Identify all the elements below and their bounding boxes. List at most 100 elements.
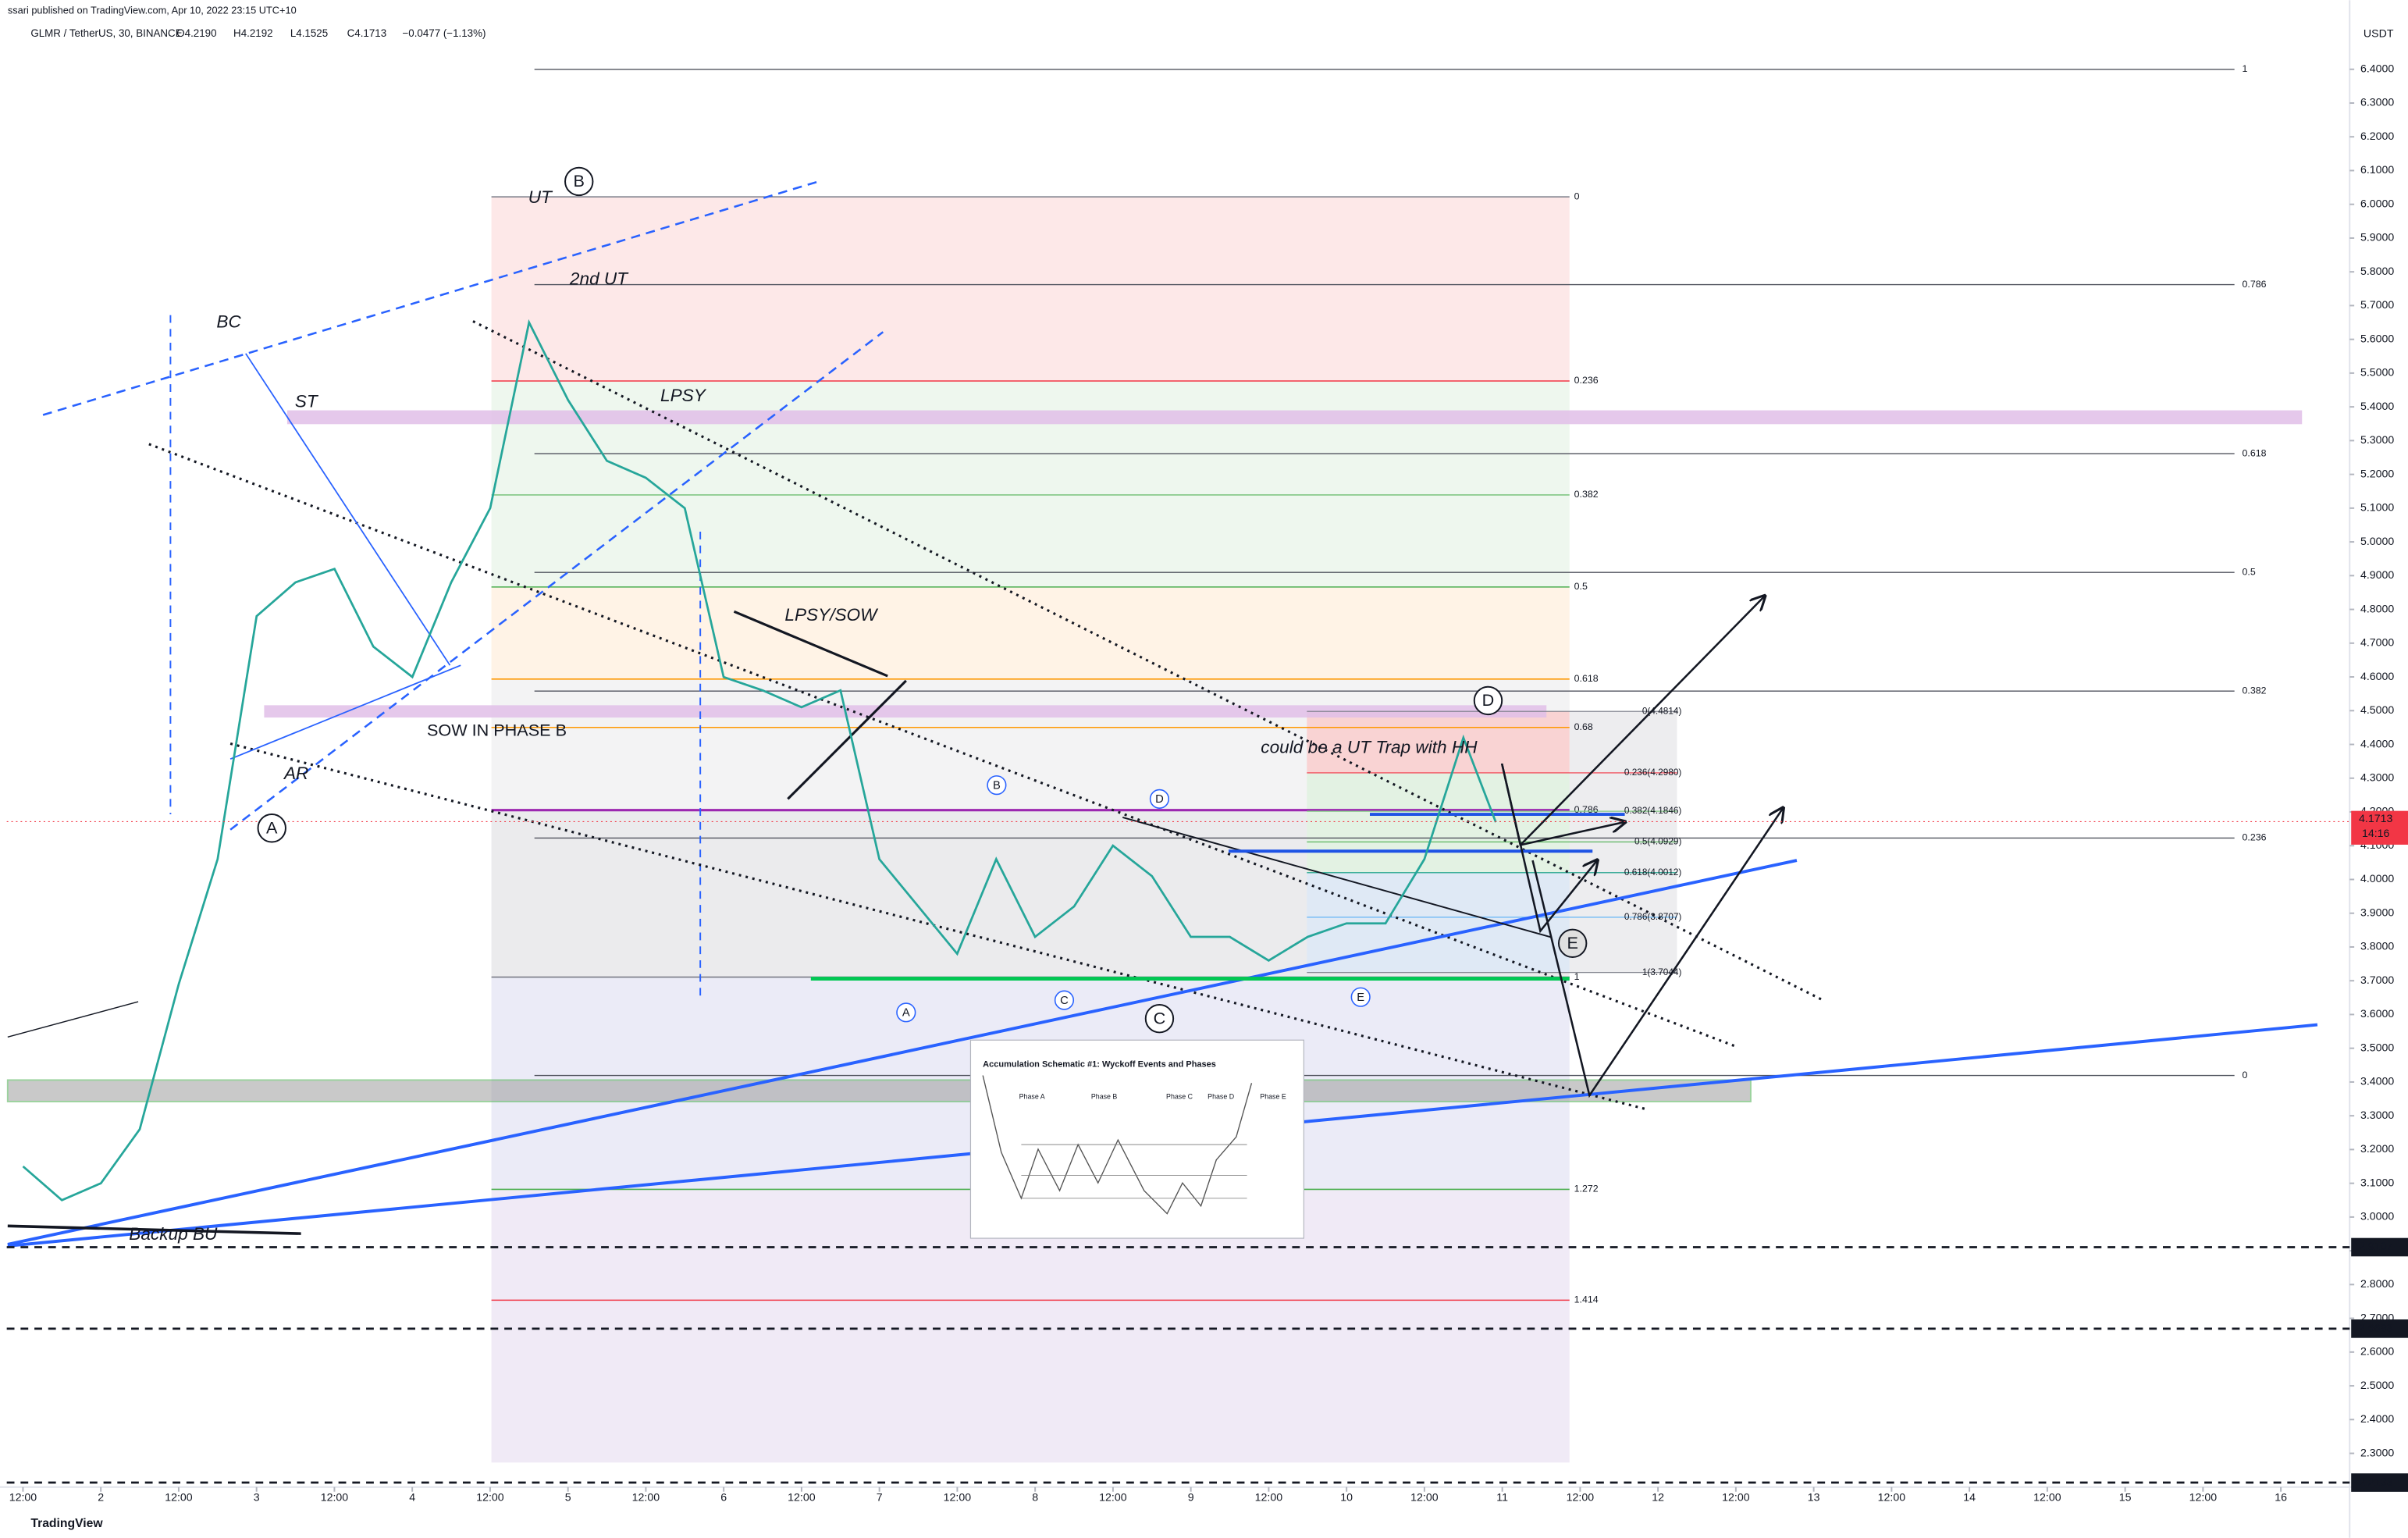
- x-tick-label: 9: [1188, 1491, 1194, 1504]
- schematic-phase: Phase B: [1091, 1092, 1118, 1100]
- y-tick-label: 5.8000: [2360, 265, 2394, 278]
- x-tick-label: 4: [409, 1491, 415, 1504]
- event-circle: [1054, 990, 1075, 1010]
- schematic-title: Accumulation Schematic #1: Wyckoff Event…: [983, 1060, 1216, 1070]
- y-tick-label: 3.0000: [2360, 1211, 2394, 1223]
- y-tick-label: 3.9000: [2360, 906, 2394, 919]
- projection-arrow: [1500, 763, 1597, 934]
- schematic-phase: Phase A: [1019, 1092, 1045, 1100]
- annotation: SOW IN PHASE B: [427, 721, 567, 740]
- schematic-phase: Phase E: [1260, 1092, 1286, 1100]
- support-box: [6, 1079, 1752, 1102]
- x-tick-label: 12:00: [165, 1491, 193, 1504]
- x-tick-label: 12:00: [1099, 1491, 1127, 1504]
- phase-circle: [257, 814, 286, 843]
- y-tick-label: 6.1000: [2360, 164, 2394, 176]
- x-tick-label: 8: [1032, 1491, 1038, 1504]
- y-tick-label: 4.8000: [2360, 603, 2394, 615]
- fib-zone: [491, 197, 1570, 382]
- y-tick-label: 2.3000: [2360, 1447, 2394, 1459]
- channel-dashed: [229, 331, 884, 831]
- annotation: BC: [216, 312, 241, 331]
- schematic-phase: Phase D: [1208, 1092, 1234, 1100]
- phase-circle: [1144, 1004, 1175, 1034]
- x-tick-label: 12:00: [1878, 1491, 1906, 1504]
- y-tick-label: 4.5000: [2360, 704, 2394, 717]
- price-badge: [2351, 1319, 2408, 1338]
- wedge-line: [787, 679, 907, 800]
- fib-small-label: 0(4.4814): [1642, 705, 1682, 716]
- price-badge: [2351, 1237, 2408, 1257]
- y-tick-label: 5.3000: [2360, 434, 2394, 447]
- x-tick-label: 2: [98, 1491, 104, 1504]
- wedge-line: [733, 610, 888, 678]
- x-tick-label: 11: [1496, 1491, 1508, 1504]
- y-tick-label: 2.5000: [2360, 1380, 2394, 1392]
- fib-small-label: 0.786(3.8707): [1624, 911, 1682, 922]
- y-tick-label: 5.1000: [2360, 502, 2394, 514]
- event-label: E: [1357, 992, 1364, 1004]
- fib-label: 1.414: [1574, 1294, 1599, 1305]
- price-badge-label: 2.9107: [2359, 1241, 2392, 1253]
- dotted-trend: [229, 742, 1647, 1111]
- phase-label: E: [1567, 933, 1577, 952]
- annotation: UT: [528, 187, 553, 207]
- x-tick-label: 10: [1340, 1491, 1353, 1504]
- supply-band: [286, 410, 2303, 425]
- y-tick-label: 4.0000: [2360, 873, 2394, 885]
- event-circle: [987, 775, 1007, 796]
- x-tick-label: 3: [254, 1491, 260, 1504]
- y-tick-label: 4.6000: [2360, 671, 2394, 683]
- y-tick-label: 5.9000: [2360, 232, 2394, 244]
- annotation: LPSY: [660, 386, 707, 405]
- schematic: [969, 1039, 1304, 1239]
- phase-label: C: [1154, 1008, 1166, 1027]
- price-badge-label: 2.2133: [2359, 1476, 2392, 1489]
- fib-label: 0.618: [2243, 447, 2267, 458]
- y-tick-label: 6.0000: [2360, 198, 2394, 210]
- annotation: ST: [295, 392, 319, 411]
- x-tick-label: 15: [2119, 1491, 2132, 1504]
- y-tick-label: 5.2000: [2360, 468, 2394, 480]
- schematic-phase: Phase C: [1166, 1092, 1193, 1100]
- event-circle: [1149, 789, 1170, 809]
- y-tick-label: 3.1000: [2360, 1177, 2394, 1189]
- annotation: AR: [283, 764, 308, 783]
- fib-small-label: 0.382(4.1846): [1624, 805, 1682, 816]
- y-tick-label: 5.0000: [2360, 536, 2394, 548]
- x-tick-label: 12:00: [2033, 1491, 2061, 1504]
- y-tick-label: 3.6000: [2360, 1008, 2394, 1020]
- price-badge-label: 2.6693: [2359, 1323, 2392, 1335]
- annotation: Backup BU: [129, 1224, 218, 1244]
- last-price-badge: [2351, 810, 2408, 845]
- header-low: L4.1525: [290, 27, 328, 39]
- fib-label: 0: [1574, 190, 1580, 201]
- annotation: 2nd UT: [569, 269, 629, 288]
- fib-small-label: 0.5(4.0929): [1634, 836, 1681, 847]
- y-tick-label: 5.6000: [2360, 333, 2394, 345]
- y-tick-label: 4.9000: [2360, 569, 2394, 582]
- event-label: C: [1060, 995, 1069, 1007]
- phase-label: B: [574, 171, 585, 190]
- event-circle: [896, 1002, 916, 1023]
- fib-label: 0.68: [1574, 721, 1593, 732]
- triangle-line: [245, 353, 451, 666]
- fib-label: 0.5: [1574, 581, 1588, 592]
- x-tick-label: 12:00: [1410, 1491, 1439, 1504]
- countdown: 14:16: [2362, 828, 2390, 840]
- wedge-line: [1122, 817, 1552, 938]
- y-tick-label: 2.8000: [2360, 1278, 2394, 1291]
- x-tick-label: 16: [2275, 1491, 2287, 1504]
- x-tick-label: 14: [1963, 1491, 1976, 1504]
- last-price-label: 4.1713: [2359, 813, 2392, 825]
- annotation: could be a UT Trap with HH: [1261, 737, 1478, 757]
- y-tick-label: 6.3000: [2360, 97, 2394, 109]
- price-badge: [2351, 1473, 2408, 1492]
- phase-label: D: [1482, 690, 1495, 710]
- y-tick-label: 3.4000: [2360, 1076, 2394, 1088]
- x-tick-label: 12:00: [1722, 1491, 1750, 1504]
- x-tick-label: 12: [1652, 1491, 1664, 1504]
- x-tick-label: 12:00: [944, 1491, 972, 1504]
